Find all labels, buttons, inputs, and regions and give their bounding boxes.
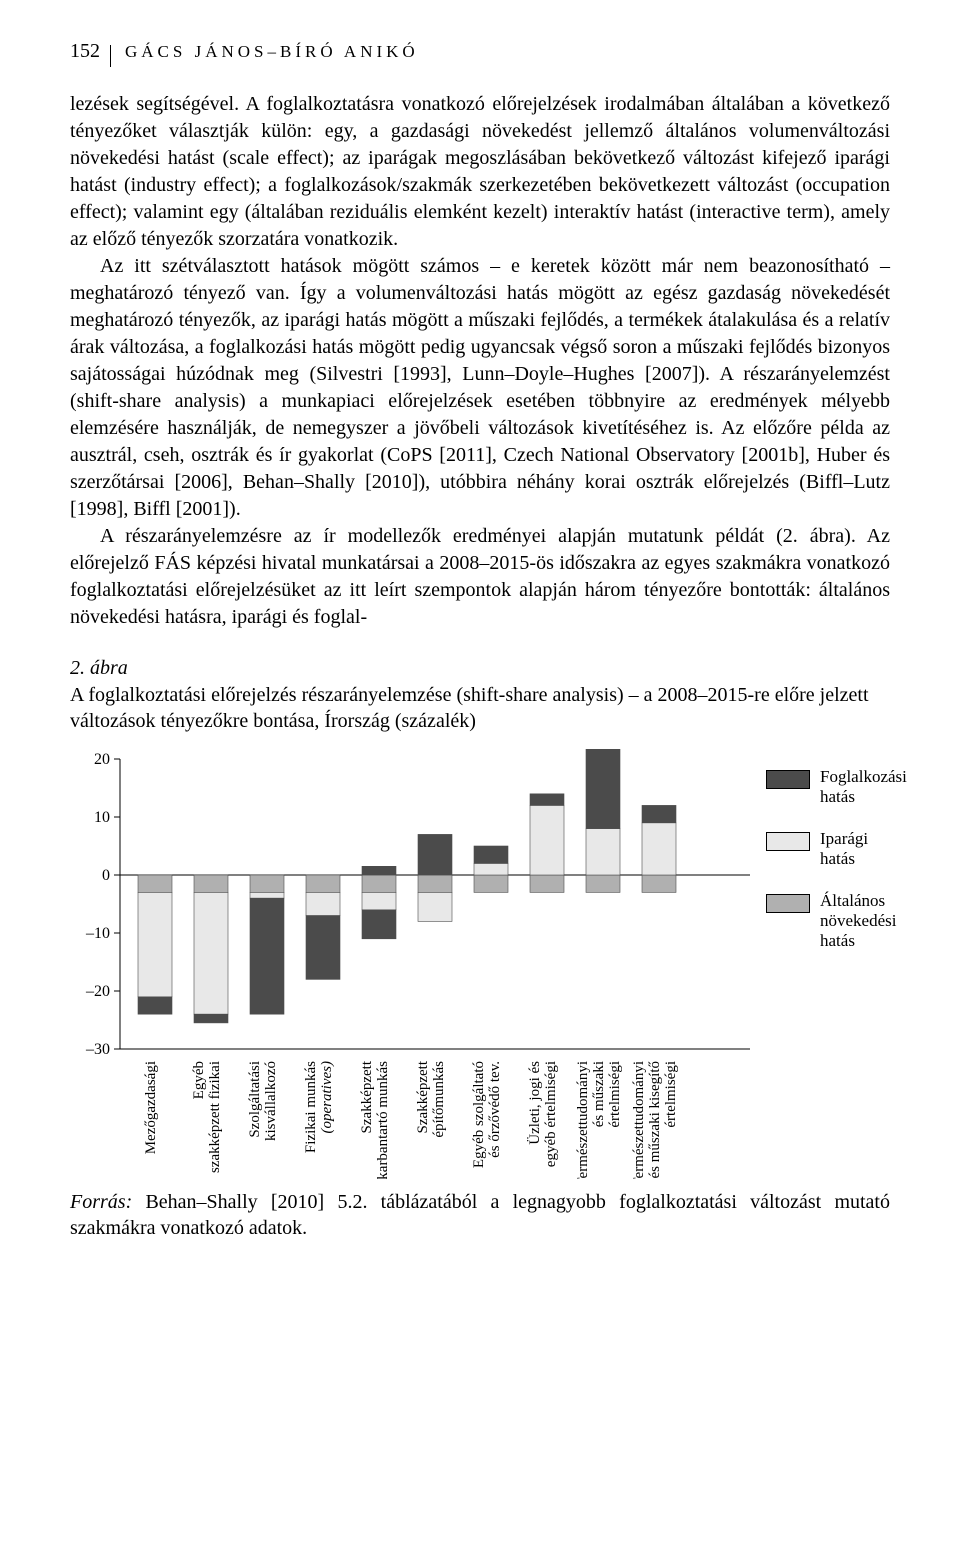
- svg-text:Egyéb szolgáltatóés őrzővédő t: Egyéb szolgáltatóés őrzővédő tev.: [471, 1061, 503, 1168]
- legend-label: Iparági hatás: [820, 829, 907, 869]
- svg-text:10: 10: [94, 809, 110, 826]
- svg-text:–20: –20: [85, 983, 110, 1000]
- legend-swatch: [766, 832, 810, 851]
- figure-source: Forrás: Behan–Shally [2010] 5.2. tábláza…: [70, 1189, 890, 1242]
- legend-item: Foglalkozási hatás: [766, 767, 907, 807]
- paragraph-1: lezések segítségével. A foglalkoztatásra…: [70, 91, 890, 253]
- legend-swatch: [766, 894, 810, 913]
- legend-label: Általános növekedési hatás: [820, 891, 896, 951]
- chart-wrap: –30–20–1001020MezőgazdaságiEgyébszakképz…: [70, 749, 890, 1179]
- chart-area: –30–20–1001020MezőgazdaságiEgyébszakképz…: [70, 749, 754, 1179]
- chart-legend: Foglalkozási hatás Iparági hatás Általános…: [766, 767, 907, 973]
- svg-text:20: 20: [94, 751, 110, 768]
- figure-caption-text: A foglalkoztatási előrejelzés részaránye…: [70, 684, 869, 733]
- paragraph-2: Az itt szétválasztott hatások mögött szá…: [70, 253, 890, 523]
- page-number: 152: [70, 40, 100, 63]
- running-head-authors: GÁCS JÁNOS–BÍRÓ ANIKÓ: [125, 42, 419, 62]
- header-divider: [110, 45, 111, 67]
- legend-item: Iparági hatás: [766, 829, 907, 869]
- source-text: Behan–Shally [2010] 5.2. táblázatából a …: [70, 1191, 890, 1240]
- svg-text:Szakképzettépítőmunkás: Szakképzettépítőmunkás: [415, 1060, 447, 1137]
- bar-chart: –30–20–1001020MezőgazdaságiEgyébszakképz…: [70, 749, 754, 1179]
- svg-text:Szolgáltatásikisvállalkozó: Szolgáltatásikisvállalkozó: [247, 1061, 279, 1141]
- figure-caption: 2. ábra A foglalkoztatási előrejelzés ré…: [70, 655, 890, 735]
- legend-swatch: [766, 770, 810, 789]
- svg-text:Mezőgazdasági: Mezőgazdasági: [143, 1061, 159, 1154]
- legend-item: Általános növekedési hatás: [766, 891, 907, 951]
- svg-text:0: 0: [102, 867, 110, 884]
- running-head: 152 GÁCS JÁNOS–BÍRÓ ANIKÓ: [70, 40, 890, 63]
- svg-text:–30: –30: [85, 1041, 110, 1058]
- page: 152 GÁCS JÁNOS–BÍRÓ ANIKÓ lezések segíts…: [0, 0, 960, 1272]
- figure-label: 2. ábra: [70, 657, 128, 679]
- body-text: lezések segítségével. A foglalkoztatásra…: [70, 91, 890, 631]
- legend-label: Foglalkozási hatás: [820, 767, 907, 807]
- svg-text:–10: –10: [85, 925, 110, 942]
- source-label: Forrás:: [70, 1191, 132, 1213]
- paragraph-3: A részarányelemzésre az ír modellezők er…: [70, 523, 890, 631]
